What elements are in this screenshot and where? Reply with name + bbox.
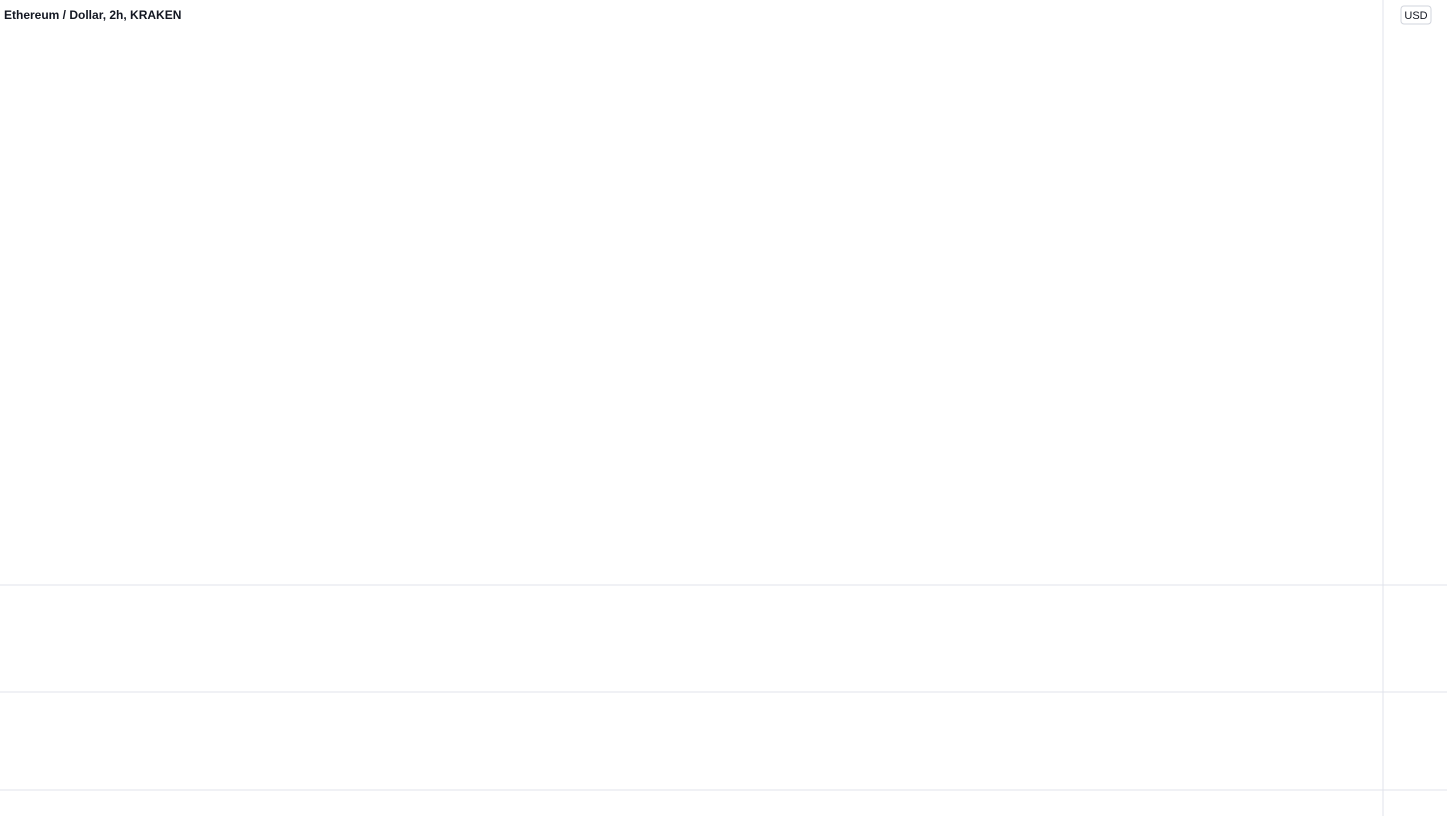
chart-title: Ethereum / Dollar, 2h, KRAKEN [4,8,181,22]
currency-box[interactable] [1400,5,1432,25]
currency-label[interactable]: USD [1404,10,1427,22]
